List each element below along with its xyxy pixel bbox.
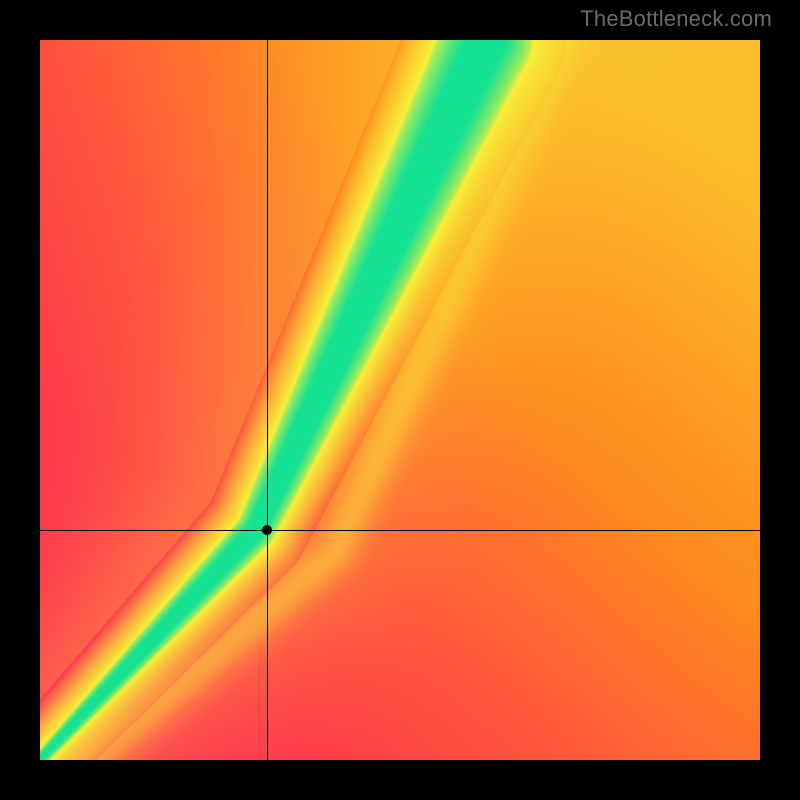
bottleneck-point: [262, 525, 272, 535]
heatmap-plot: [40, 40, 760, 760]
chart-frame: TheBottleneck.com: [0, 0, 800, 800]
heatmap-canvas: [40, 40, 760, 760]
crosshair-vertical: [267, 40, 268, 760]
crosshair-horizontal: [40, 530, 760, 531]
watermark-text: TheBottleneck.com: [580, 6, 772, 32]
